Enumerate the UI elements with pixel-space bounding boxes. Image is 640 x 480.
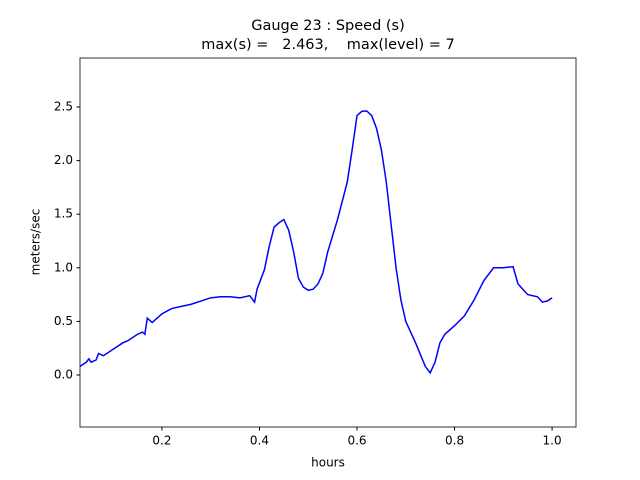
y-tick-label: 1.5 xyxy=(54,207,73,221)
x-tick-label: 0.4 xyxy=(250,434,269,448)
y-tick-label: 2.5 xyxy=(54,99,73,113)
x-tick-label: 0.2 xyxy=(152,434,171,448)
x-axis-label: hours xyxy=(311,456,345,470)
plot-frame xyxy=(79,57,577,428)
y-tick-label: 1.0 xyxy=(54,260,73,274)
y-tick-label: 2.0 xyxy=(54,153,73,167)
y-tick-label: 0.5 xyxy=(54,314,73,328)
x-tick-label: 1.0 xyxy=(543,434,562,448)
data-line xyxy=(79,110,553,375)
y-tick-label: 0.0 xyxy=(54,368,73,382)
chart-subtitle: max(s) = 2.463, max(level) = 7 xyxy=(201,37,455,53)
x-tick-label: 0.6 xyxy=(347,434,366,448)
chart-title: Gauge 23 : Speed (s) xyxy=(251,18,405,34)
x-tick-label: 0.8 xyxy=(445,434,464,448)
y-axis-label: meters/sec xyxy=(29,209,43,276)
